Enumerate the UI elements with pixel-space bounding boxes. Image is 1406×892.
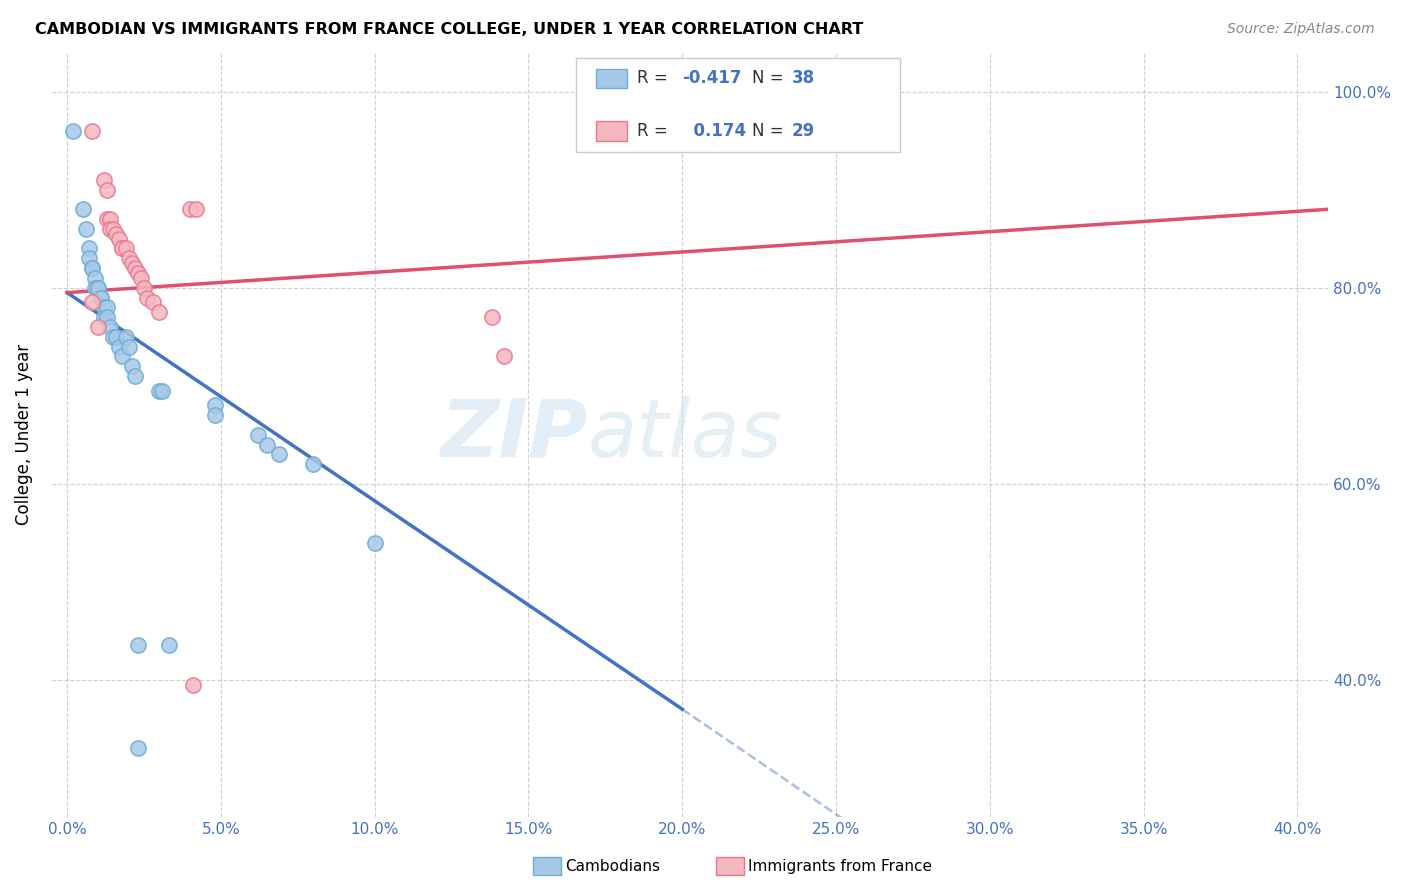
Point (62, 124, 84, 138)
Point (103, 329, 125, 343)
Point (124, 368, 146, 383)
Point (152, 384, 174, 398)
Point (269, 447, 291, 461)
Point (142, 295, 165, 310)
Point (204, 398, 226, 412)
Point (93, 310, 115, 325)
Point (96, 212, 118, 227)
Point (114, 329, 136, 343)
Point (111, 242, 134, 256)
Text: N =: N = (752, 122, 789, 140)
Point (83, 271, 105, 285)
Point (96, 301, 118, 315)
Point (93, 173, 115, 187)
Point (90, 291, 112, 305)
Point (87, 319, 110, 334)
Point (98, 319, 121, 334)
Point (96, 310, 118, 325)
Point (127, 266, 149, 280)
Text: R =: R = (637, 70, 673, 87)
Point (794, 114, 817, 128)
Text: Source: ZipAtlas.com: Source: ZipAtlas.com (1227, 22, 1375, 37)
Point (148, 305, 170, 319)
Point (96, 183, 118, 197)
Text: Immigrants from France: Immigrants from France (748, 859, 932, 873)
Point (108, 339, 131, 353)
Point (127, 741, 149, 756)
Point (77, 242, 100, 256)
Point (80, 295, 103, 310)
Point (105, 329, 128, 343)
Text: 38: 38 (792, 70, 814, 87)
Point (121, 359, 143, 373)
Point (111, 349, 134, 363)
Text: atlas: atlas (588, 396, 783, 474)
Text: N =: N = (752, 70, 789, 87)
Point (181, 678, 204, 692)
Point (157, 639, 180, 653)
Point (77, 252, 100, 266)
Point (132, 281, 155, 295)
Point (75, 222, 97, 236)
Point (363, 535, 385, 549)
Point (117, 339, 139, 353)
Point (129, 271, 152, 285)
Text: ZIP: ZIP (440, 396, 588, 474)
Point (87, 281, 110, 295)
Point (186, 202, 208, 217)
Text: 0.174: 0.174 (682, 122, 747, 140)
Point (256, 437, 278, 451)
Point (103, 222, 125, 236)
Point (98, 212, 121, 227)
Point (72, 202, 94, 217)
Point (204, 408, 226, 422)
Text: CAMBODIAN VS IMMIGRANTS FROM FRANCE COLLEGE, UNDER 1 YEAR CORRELATION CHART: CAMBODIAN VS IMMIGRANTS FROM FRANCE COLL… (35, 22, 863, 37)
Point (80, 124, 103, 138)
Point (114, 242, 136, 256)
Point (105, 227, 128, 241)
Point (80, 261, 103, 276)
Point (124, 261, 146, 276)
Point (80, 261, 103, 276)
Point (117, 252, 139, 266)
Point (492, 349, 515, 363)
Point (87, 281, 110, 295)
Text: R =: R = (637, 122, 673, 140)
Point (481, 310, 503, 325)
Point (111, 242, 134, 256)
Point (246, 427, 269, 442)
Point (127, 639, 149, 653)
Point (98, 222, 121, 236)
Text: Cambodians: Cambodians (565, 859, 661, 873)
Point (121, 256, 143, 270)
Point (148, 384, 170, 398)
Point (136, 291, 159, 305)
Point (302, 457, 325, 471)
Point (90, 291, 112, 305)
Point (179, 202, 201, 217)
Text: 29: 29 (792, 122, 815, 140)
Y-axis label: College, Under 1 year: College, Under 1 year (15, 344, 32, 525)
Point (108, 232, 131, 246)
Text: -0.417: -0.417 (682, 70, 741, 87)
Point (93, 301, 115, 315)
Point (83, 281, 105, 295)
